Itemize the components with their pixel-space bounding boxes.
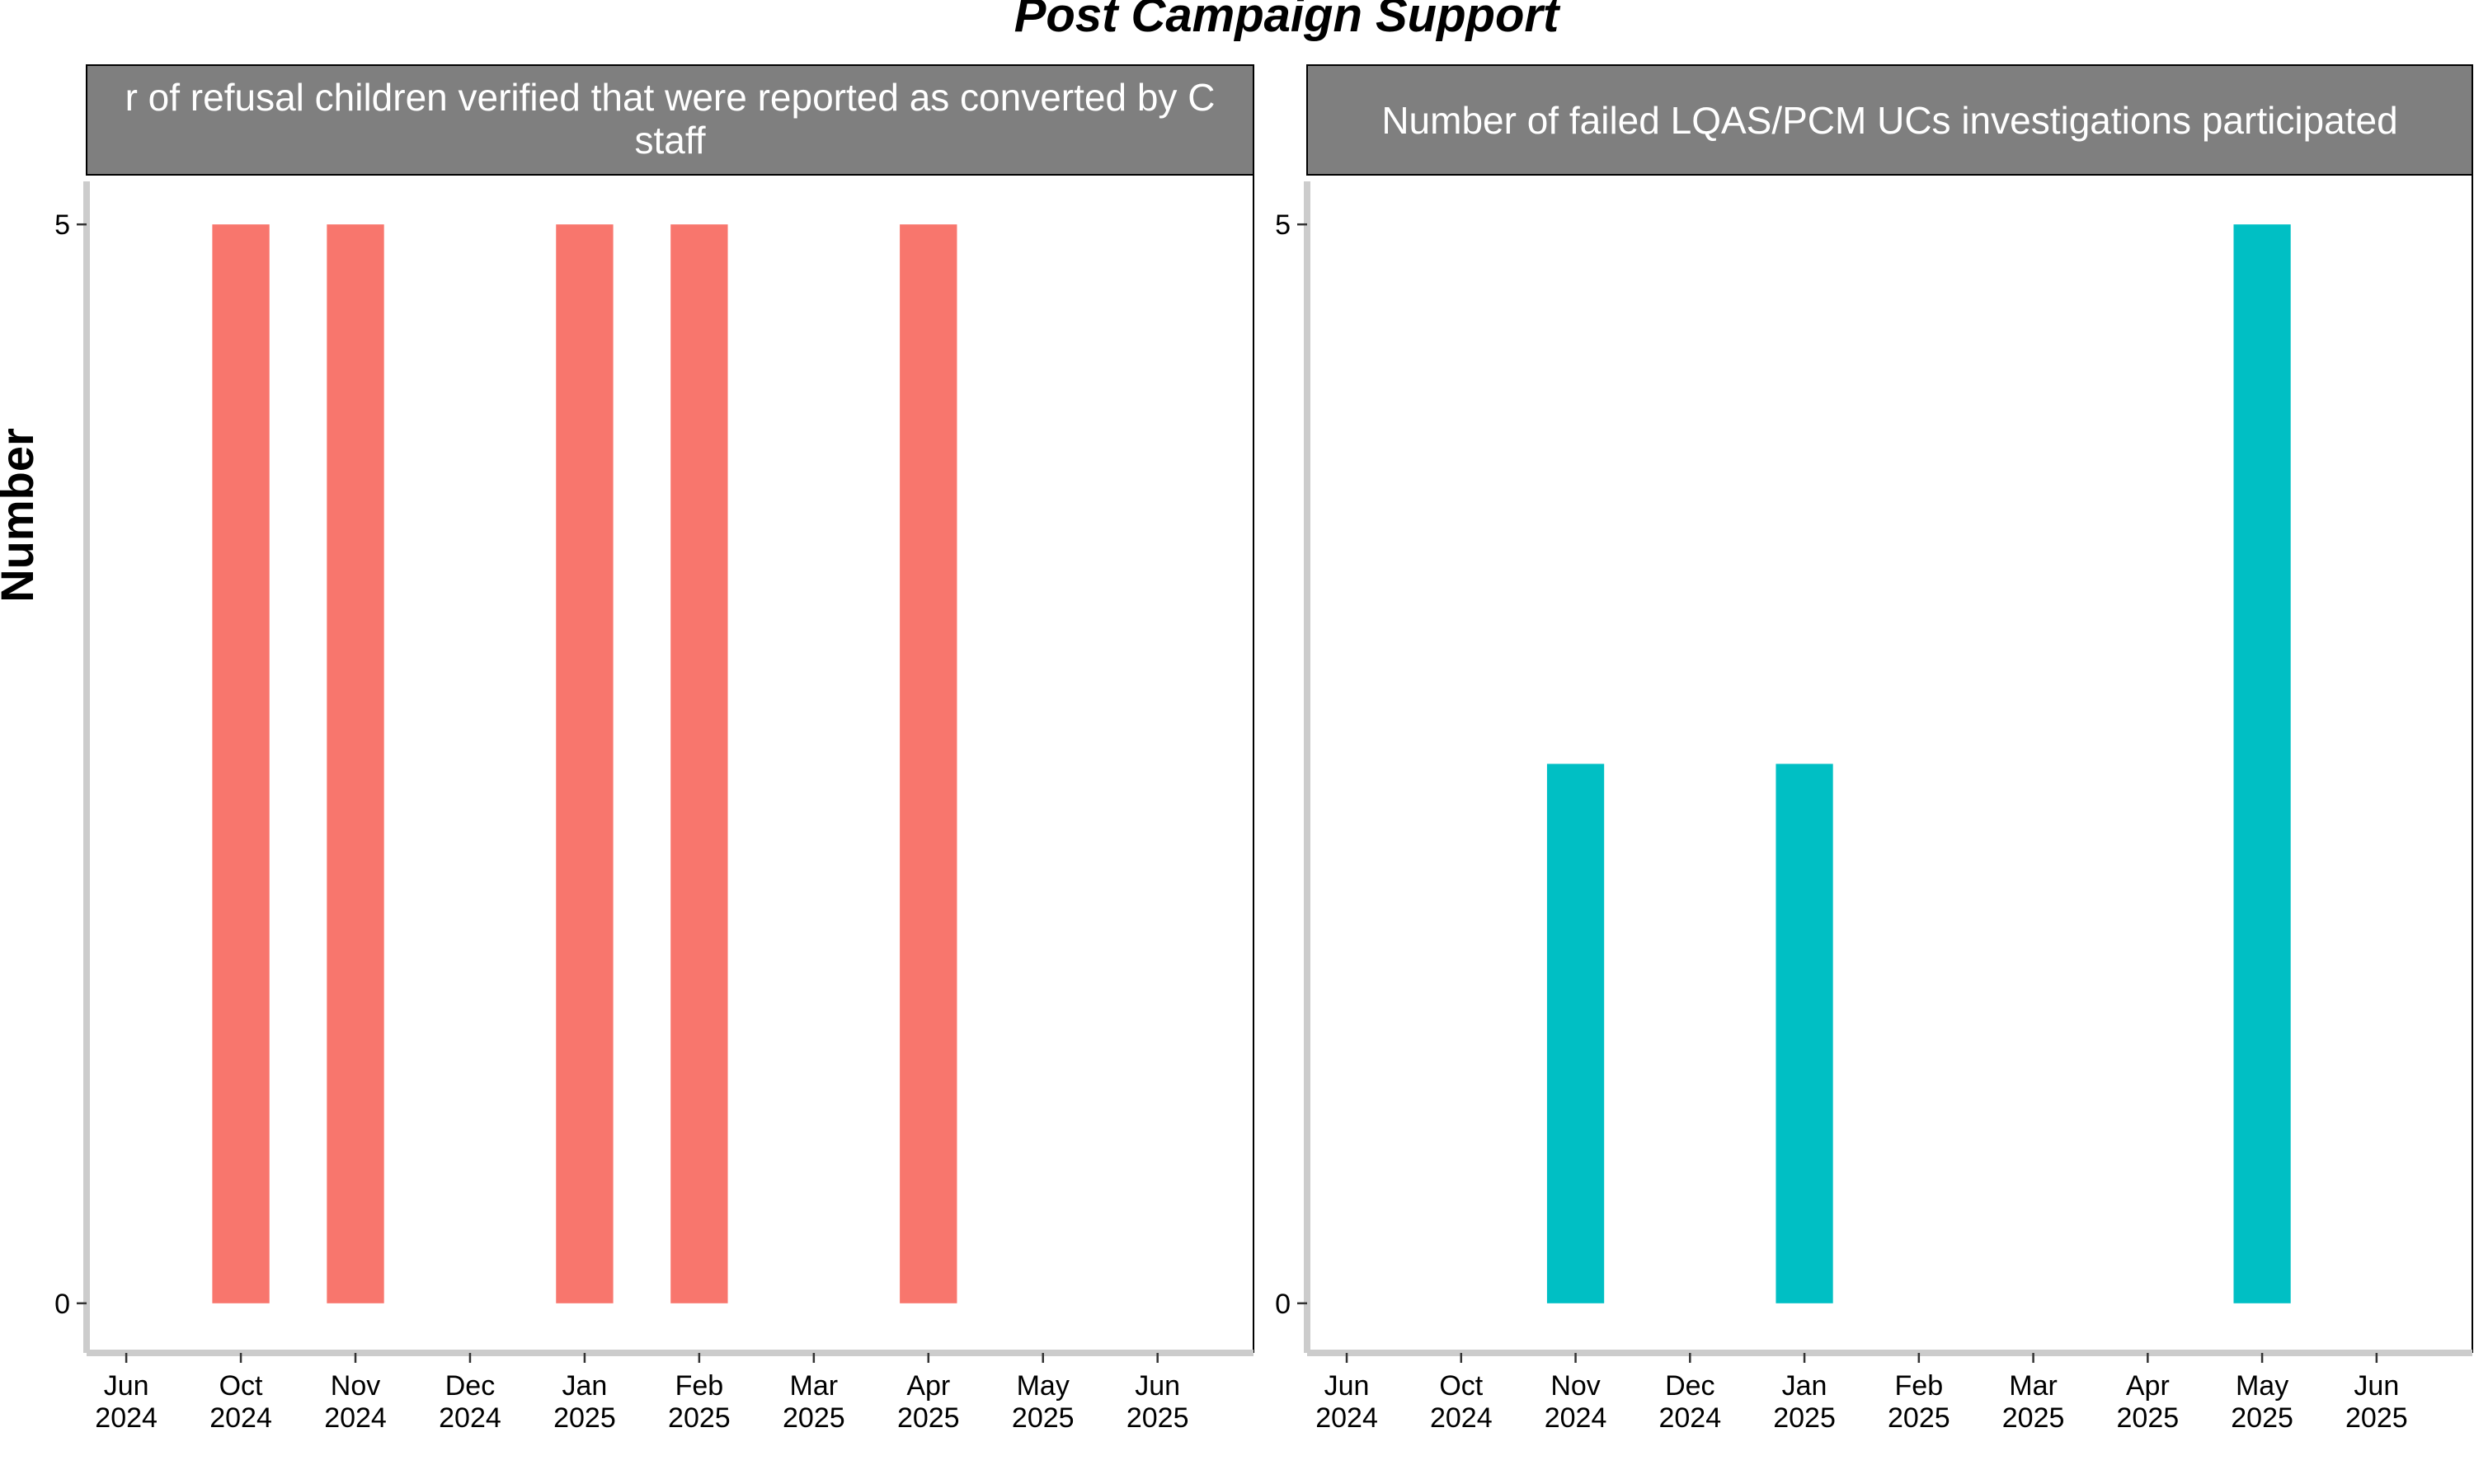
bar [670, 224, 728, 1303]
x-tick-label-month: Dec [1665, 1370, 1714, 1402]
x-tick-label-month: Nov [331, 1370, 380, 1402]
panel-2: Number of failed LQAS/PCM UCs investigat… [1275, 64, 2473, 1434]
x-tick-label-month: Apr [2126, 1370, 2170, 1402]
x-tick-label-month: Jan [562, 1370, 608, 1402]
x-tick-label-year: 2025 [668, 1402, 731, 1434]
y-tick-label: 5 [1275, 209, 1291, 241]
bar [212, 224, 270, 1303]
x-tick-label-year: 2024 [1315, 1402, 1378, 1434]
x-tick-label-year: 2025 [783, 1402, 845, 1434]
x-tick-label-year: 2025 [1126, 1402, 1189, 1434]
strip-header [86, 64, 1254, 176]
x-tick-label-year: 2025 [1773, 1402, 1836, 1434]
y-tick-label: 0 [54, 1289, 70, 1320]
y-axis-label: Number [0, 428, 43, 603]
x-tick-label-year: 2025 [897, 1402, 960, 1434]
x-tick-label-year: 2024 [439, 1402, 501, 1434]
x-tick-label-month: Apr [906, 1370, 950, 1402]
strip-header [1306, 64, 2473, 176]
x-tick-label-year: 2025 [2345, 1402, 2408, 1434]
bar [556, 224, 614, 1303]
x-tick-label-year: 2024 [324, 1402, 387, 1434]
x-tick-label-year: 2025 [2231, 1402, 2293, 1434]
panel-1: r of refusal children verified that were… [54, 64, 1254, 1434]
x-tick-label-year: 2024 [1658, 1402, 1721, 1434]
x-tick-label-month: Jan [1782, 1370, 1827, 1402]
x-tick-label-month: Nov [1550, 1370, 1600, 1402]
x-tick-label-month: May [1017, 1370, 1070, 1402]
x-tick-label-year: 2025 [2002, 1402, 2065, 1434]
x-tick-label-year: 2024 [1430, 1402, 1493, 1434]
bar [1776, 763, 1833, 1303]
x-tick-label-year: 2024 [209, 1402, 272, 1434]
x-tick-label-month: Oct [219, 1370, 263, 1402]
y-tick-label: 0 [1275, 1289, 1291, 1320]
x-tick-label-month: Jun [104, 1370, 149, 1402]
x-tick-label-year: 2024 [1545, 1402, 1607, 1434]
strip-label-line1: r of refusal children verified that were… [125, 76, 1216, 119]
x-tick-label-year: 2024 [95, 1402, 158, 1434]
strip-label-line1: Number of failed LQAS/PCM UCs investigat… [1381, 99, 2397, 142]
bar [327, 224, 384, 1303]
strip-text-group: r of refusal children verified that were… [125, 76, 1216, 162]
x-tick-label-month: Jun [1324, 1370, 1370, 1402]
bar [2233, 224, 2291, 1303]
x-tick-label-year: 2025 [2117, 1402, 2180, 1434]
x-tick-label-year: 2025 [1012, 1402, 1075, 1434]
x-tick-label-year: 2025 [553, 1402, 616, 1434]
x-tick-label-month: Feb [675, 1370, 724, 1402]
x-tick-label-month: Jun [1135, 1370, 1180, 1402]
x-tick-label-month: Oct [1439, 1370, 1483, 1402]
x-tick-label-month: May [2236, 1370, 2288, 1402]
y-tick-label: 5 [54, 209, 70, 241]
strip-text-group: Number of failed LQAS/PCM UCs investigat… [1381, 99, 2397, 142]
x-tick-label-month: Jun [2354, 1370, 2399, 1402]
strip-label-line2: staff [634, 119, 705, 162]
x-tick-label-year: 2025 [1888, 1402, 1950, 1434]
chart-title: Post Campaign Support [1014, 0, 1561, 42]
bar [1546, 763, 1605, 1303]
x-tick-label-month: Dec [445, 1370, 495, 1402]
x-tick-label-month: Feb [1895, 1370, 1944, 1402]
x-tick-label-month: Mar [2009, 1370, 2058, 1402]
facet-panels: r of refusal children verified that were… [54, 64, 2473, 1434]
bar [900, 224, 957, 1303]
x-tick-label-month: Mar [790, 1370, 839, 1402]
